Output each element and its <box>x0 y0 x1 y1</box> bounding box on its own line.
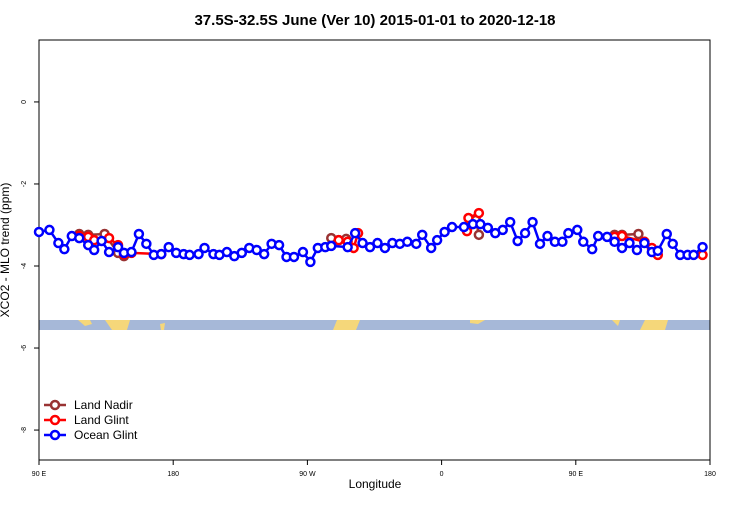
data-point <box>349 227 361 239</box>
data-point <box>601 231 613 243</box>
data-point <box>44 224 55 236</box>
data-point <box>527 216 538 228</box>
plot-frame <box>38 39 711 461</box>
data-point <box>141 238 152 250</box>
data-point <box>519 227 531 239</box>
legend-marker <box>49 414 61 426</box>
legend-marker <box>49 399 61 411</box>
data-point <box>305 256 316 268</box>
data-point <box>592 230 604 242</box>
data-point <box>273 239 285 251</box>
data-point <box>402 236 413 248</box>
data-point <box>616 242 628 254</box>
x-tick-label: 90 E <box>569 471 584 478</box>
data-point <box>557 236 568 248</box>
data-point <box>103 246 115 258</box>
data-point <box>74 232 85 244</box>
data-point <box>193 248 204 260</box>
data-point <box>236 247 248 259</box>
legend-label: Land Nadir <box>74 398 133 412</box>
x-tick-label: 0 <box>440 471 444 478</box>
data-point <box>586 243 598 255</box>
data-point <box>288 251 300 263</box>
data-point <box>372 237 383 249</box>
data-point <box>639 237 650 249</box>
data-point <box>497 224 508 236</box>
data-point <box>482 222 494 234</box>
data-point <box>534 238 546 250</box>
data-point <box>473 207 485 219</box>
data-point <box>59 243 70 255</box>
data-point <box>425 242 437 254</box>
data-point <box>578 236 589 248</box>
data-point <box>221 246 233 258</box>
data-point <box>379 242 391 254</box>
data-point <box>96 235 107 247</box>
x-tick-label: 90 E <box>32 471 47 478</box>
data-point <box>652 245 664 257</box>
data-point <box>411 238 422 250</box>
y-tick-label: -2 <box>21 181 28 187</box>
data-point <box>33 226 45 238</box>
data-point <box>563 227 574 239</box>
data-point <box>624 237 635 249</box>
data-point <box>364 241 376 253</box>
data-point <box>184 249 195 261</box>
data-point <box>163 241 174 253</box>
data-point <box>88 244 100 256</box>
data-point <box>667 238 678 250</box>
x-tick-label: 180 <box>704 471 716 478</box>
data-point <box>326 240 337 252</box>
data-point <box>416 229 428 241</box>
data-point <box>342 241 353 253</box>
x-tick-label: 90 W <box>299 471 316 478</box>
data-point <box>631 244 643 256</box>
data-point <box>112 241 124 253</box>
data-point <box>512 235 523 247</box>
data-point <box>126 246 137 258</box>
data-point <box>53 237 64 249</box>
data-point <box>357 237 368 249</box>
data-point <box>258 248 270 260</box>
data-point <box>431 234 443 246</box>
y-tick-label: 0 <box>21 100 28 104</box>
map-strip <box>39 320 710 330</box>
y-tick-label: -6 <box>21 345 28 351</box>
data-point <box>504 216 516 228</box>
legend-label: Ocean Glint <box>74 428 138 442</box>
data-point <box>609 236 620 248</box>
data-point <box>133 228 145 240</box>
x-axis-label: Longitude <box>349 477 402 491</box>
data-point <box>458 221 470 233</box>
data-point <box>199 242 210 254</box>
data-point <box>156 248 167 260</box>
x-tick-label: 180 <box>167 471 179 478</box>
data-point <box>446 221 458 233</box>
data-point <box>473 229 485 241</box>
data-point <box>572 224 583 236</box>
data-point <box>297 246 309 258</box>
data-point <box>251 244 262 256</box>
data-point <box>542 230 553 242</box>
chart-title: 37.5S-32.5S June (Ver 10) 2015-01-01 to … <box>194 12 555 29</box>
y-tick-label: -8 <box>21 427 28 433</box>
data-point <box>697 241 708 253</box>
y-tick-label: -4 <box>21 263 28 269</box>
data-point <box>333 234 344 246</box>
y-axis-label: XCO2 - MLO trend (ppm) <box>0 183 12 318</box>
data-point <box>688 249 699 261</box>
data-point <box>661 228 673 240</box>
data-point <box>439 226 450 238</box>
legend-marker <box>49 429 61 441</box>
data-point <box>616 230 628 242</box>
legend-label: Land Glint <box>74 413 129 427</box>
data-point <box>633 228 644 240</box>
